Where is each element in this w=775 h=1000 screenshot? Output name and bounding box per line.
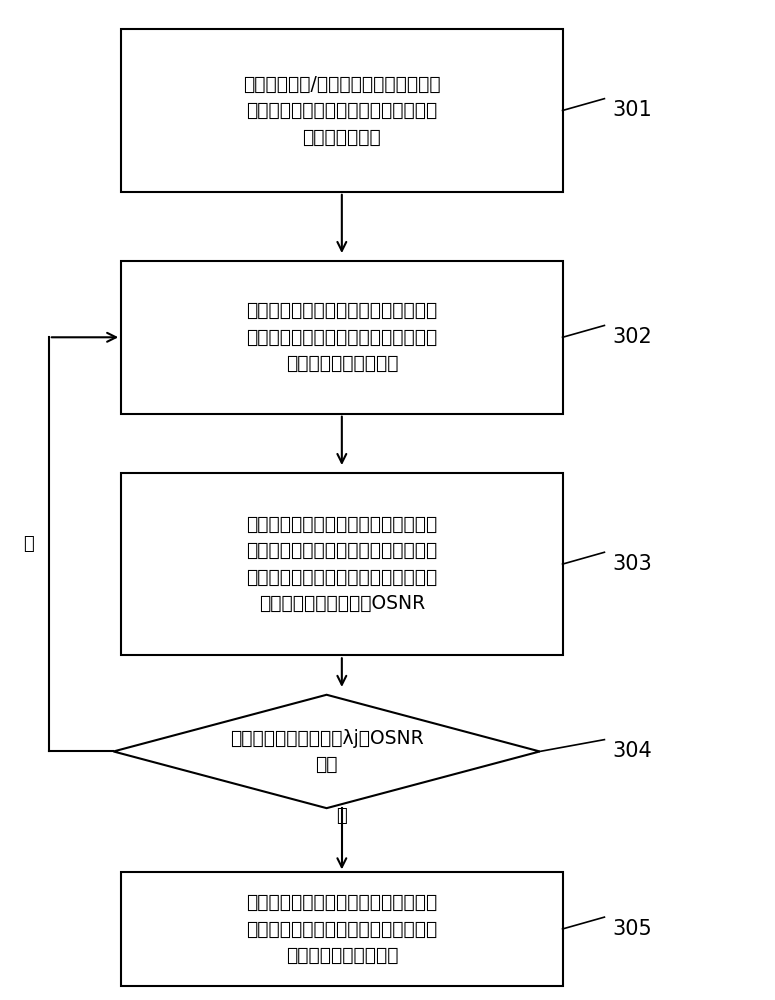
Text: 是否继续进行另一通道λj的OSNR
监测: 是否继续进行另一通道λj的OSNR 监测 xyxy=(229,729,423,774)
Text: 303: 303 xyxy=(612,554,652,574)
Text: 是: 是 xyxy=(23,535,33,553)
Text: 利用数字信号处理技术采集两个滤波器
各自对应的总功率和交流分量功率，并
利用采集到的总功率和交流分量功率，
根据相应的公式，计算OSNR: 利用数字信号处理技术采集两个滤波器 各自对应的总功率和交流分量功率，并 利用采集… xyxy=(246,515,437,613)
Bar xyxy=(121,261,563,414)
Text: 302: 302 xyxy=(612,327,652,347)
Bar xyxy=(121,473,563,655)
Text: 305: 305 xyxy=(612,919,652,939)
Text: 304: 304 xyxy=(612,741,652,761)
Bar xyxy=(121,872,563,986)
Text: 否: 否 xyxy=(336,807,347,825)
Polygon shape xyxy=(113,695,539,808)
Text: 利用宽带可调光滤波器和窄带可调光滤
波器对光信号进行处理，并对相应的光
信号功率进行数据采集: 利用宽带可调光滤波器和窄带可调光滤 波器对光信号进行处理，并对相应的光 信号功率… xyxy=(246,301,437,373)
Text: 控制模块对宽/窄带可调光滤波器进行控
制，使两个滤波器调谐到待监测的光通
道的中心频率上: 控制模块对宽/窄带可调光滤波器进行控 制，使两个滤波器调谐到待监测的光通 道的中… xyxy=(243,74,441,146)
Text: 利用宽带可调光滤波器和窄带可调光滤
波器对光信号进行处理，并对相应的光
信号功率进行数据采集: 利用宽带可调光滤波器和窄带可调光滤 波器对光信号进行处理，并对相应的光 信号功率… xyxy=(246,893,437,965)
Text: 301: 301 xyxy=(612,100,652,120)
Bar xyxy=(121,29,563,192)
